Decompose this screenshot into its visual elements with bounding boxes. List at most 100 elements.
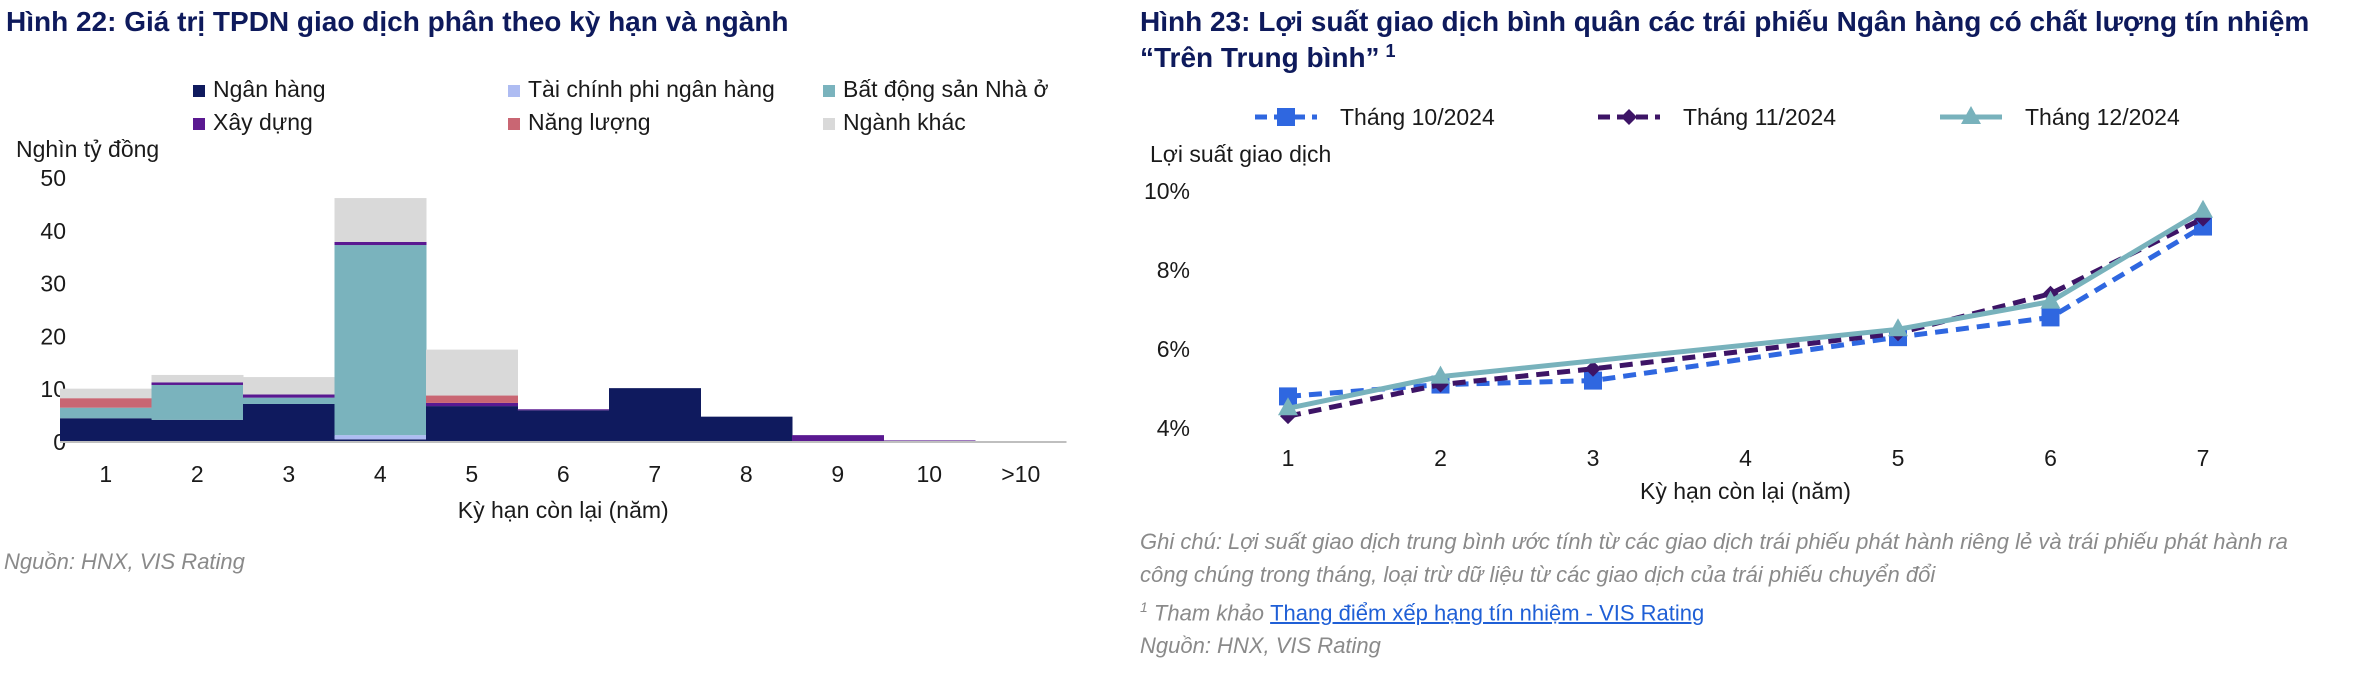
legend-marker-th-ng-12-2024 [1961,106,1981,124]
x-tick-label-7: 7 [2197,445,2210,471]
y-axis-title: Lợi suất giao dịch [1150,141,1331,167]
bar-segment-b-t-ng-s-n-nh-4 [334,245,427,436]
reference-footnote-mark: 1 [1140,599,1148,615]
reference-line: 1 Tham khảo Thang điểm xếp hạng tín nhiệ… [1140,591,2358,629]
x-axis-title: Kỳ hạn còn lại (năm) [1640,478,1851,504]
y-axis-title: Nghìn tỷ đồng [16,136,159,162]
legend-label-t-i-ch-nh-phi-ng-n-h-ng: Tài chính phi ngân hàng [528,76,775,102]
x-tick-label-1: 1 [1282,445,1295,471]
x-tick-label-10: 10 [916,461,942,487]
legend-swatch-ng-nh-kh-c [823,118,835,130]
bar-segment-ng-n-h-ng-3 [243,403,335,442]
data-point-th-ng-12-2024-6 [2040,290,2061,309]
legend-label-b-t-ng-s-n-nh: Bất động sản Nhà ở [843,76,1049,102]
legend-label-th-ng-12-2024: Tháng 12/2024 [2025,104,2180,130]
bar-segment-ng-nh-kh-c-5 [426,349,518,396]
legend-label-ng-n-h-ng: Ngân hàng [213,76,326,102]
bar-segment-x-y-d-ng-6 [517,409,610,411]
y-tick-label-50: 50 [40,165,66,191]
y-tick-label-20: 20 [40,323,66,349]
x-tick-label-9: 9 [831,461,844,487]
line-chart: Tháng 10/2024 Tháng 11/2024 Tháng 12/2024 L… [1144,104,2213,504]
x-tick-label-7: 7 [648,461,661,487]
legend-label-x-y-d-ng: Xây dựng [213,109,313,135]
x-tick-label-3: 3 [282,461,295,487]
x-tick-label-2: 2 [191,461,204,487]
bar-segment-ng-nh-kh-c-4 [334,198,427,242]
bar-segment-t-i-ch-nh-phi-ng-n-h-ng-4 [334,435,427,440]
series-line-th-ng-10-2024 [1287,224,2205,399]
y-tick-label-40: 40 [40,218,66,244]
bar-segment-x-y-d-ng-2 [151,382,244,385]
y-tick-label-6: 6% [1157,336,1190,362]
x-tick-label-4: 4 [374,461,387,487]
data-point-th-ng-12-2024-2 [1430,365,1451,384]
rating-scale-link[interactable]: Thang điểm xếp hạng tín nhiệm - VIS Rati… [1270,600,1705,626]
bar-segment-b-t-ng-s-n-nh-1 [60,407,152,419]
y-tick-label-30: 30 [40,271,66,297]
legend-marker-th-ng-10-2024 [1277,108,1295,126]
figure-22-title: Hình 22: Giá trị TPDN giao dịch phân the… [6,6,789,37]
x-tick-label-5: 5 [465,461,478,487]
figure-23-title-line2: “Trên Trung bình” [1140,42,1380,73]
data-point-th-ng-10-2024-1 [1279,387,1297,406]
bar-segment-ng-nh-kh-c-2 [151,374,244,383]
data-point-th-ng-12-2024-1 [1278,397,1298,416]
data-point-th-ng-12-2024-5 [1888,318,1908,337]
bar-segment-ng-n-h-ng-8 [700,416,793,442]
legend-label-n-ng-l-ng: Năng lượng [528,109,651,135]
series-line-th-ng-11-2024 [1287,216,2205,419]
x-tick-label-10: >10 [1001,461,1040,487]
reference-prefix: Tham khảo [1153,600,1264,626]
figure-23-source: Nguồn: HNX, VIS Rating [1140,633,1381,659]
bar-segment-ng-n-h-ng-4 [334,439,427,442]
bar-segment-ng-n-h-ng-1 [60,418,152,442]
legend-swatch-ng-n-h-ng [193,85,205,97]
data-point-th-ng-12-2024-7 [2193,199,2213,218]
figure-23-notes: Ghi chú: Lợi suất giao dịch trung bình ư… [1140,525,2358,662]
legend-swatch-n-ng-l-ng [508,118,520,130]
bar-segment-x-y-d-ng-4 [334,241,427,246]
bar-segment-n-ng-l-ng-1 [60,398,152,408]
legend-swatch-t-i-ch-nh-phi-ng-n-h-ng [508,85,520,97]
bar-segment-b-t-ng-s-n-nh-3 [243,397,335,404]
bar-segment-ng-n-h-ng-7 [609,388,701,442]
figure-23-title-footnote-mark: 1 [1385,40,1396,61]
x-tick-label-1: 1 [99,461,112,487]
y-tick-label-10: 10% [1144,178,1190,204]
x-tick-label-4: 4 [1739,445,1752,471]
legend-swatch-b-t-ng-s-n-nh [823,85,835,97]
bar-segment-ng-n-h-ng-5 [426,406,518,442]
y-tick-label-8: 8% [1157,257,1190,283]
bar-segment-x-y-d-ng-9 [792,435,884,442]
legend-label-ng-nh-kh-c: Ngành khác [843,109,966,135]
x-axis-title: Kỳ hạn còn lại (năm) [458,497,669,523]
legend-marker-th-ng-11-2024 [1621,109,1637,125]
legend-label-th-ng-11-2024: Tháng 11/2024 [1683,104,1836,130]
stacked-bar-chart: Ngân hàng Tài chính phi ngân hàng Bất động… [16,76,1067,523]
figure-22-source: Nguồn: HNX, VIS Rating [4,549,245,574]
y-tick-label-4: 4% [1157,415,1190,441]
x-tick-label-8: 8 [740,461,753,487]
x-tick-label-6: 6 [2044,445,2057,471]
bar-segment-b-t-ng-s-n-nh-2 [151,384,244,420]
x-tick-label-2: 2 [1434,445,1447,471]
bar-segment-n-ng-l-ng-5 [426,395,518,403]
figure-23-title-line1: Hình 23: Lợi suất giao dịch bình quân cá… [1140,6,2310,37]
data-point-th-ng-11-2024-3 [1585,360,1601,377]
figure-23-title: Hình 23: Lợi suất giao dịch bình quân cá… [1140,4,2309,76]
data-point-th-ng-10-2024-3 [1584,371,1602,390]
bar-segment-ng-n-h-ng-6 [517,410,610,442]
x-tick-label-5: 5 [1892,445,1905,471]
note-line-2: công chúng trong tháng, loại trừ dữ liệu… [1140,562,1936,587]
figure-22-panel: Hình 22: Giá trị TPDN giao dịch phân the… [0,0,1120,682]
legend-label-th-ng-10-2024: Tháng 10/2024 [1340,104,1495,130]
bar-segment-ng-nh-kh-c-3 [243,377,335,395]
data-point-th-ng-10-2024-6 [2041,308,2060,327]
x-tick-label-6: 6 [557,461,570,487]
bar-segment-x-y-d-ng-3 [243,394,335,398]
x-tick-label-3: 3 [1587,445,1600,471]
bar-segment-ng-n-h-ng-2 [151,419,244,442]
figure-23-panel: Hình 23: Lợi suất giao dịch bình quân cá… [1140,0,2358,682]
legend-swatch-x-y-d-ng [193,118,205,130]
